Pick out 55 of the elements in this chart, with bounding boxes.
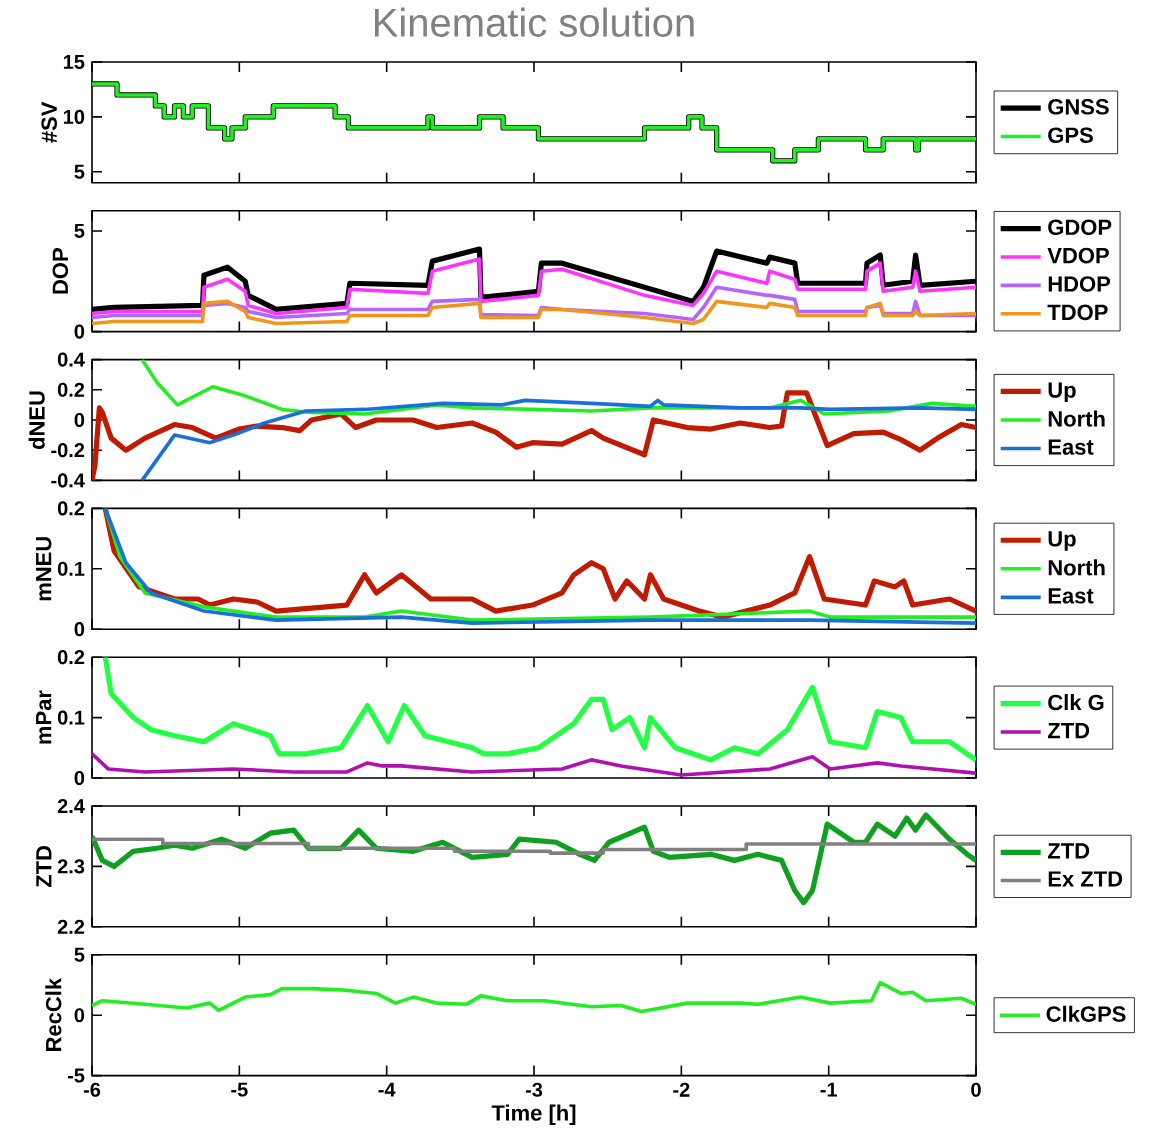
y-tick-label: 0.2 xyxy=(57,650,85,665)
legend-label: East xyxy=(1048,439,1094,455)
x-tick-label: -6 xyxy=(83,1082,101,1097)
y-axis-title: mNEU xyxy=(36,537,52,601)
y-tick-label: 15 xyxy=(63,55,85,69)
y-tick-label: 5 xyxy=(74,947,85,962)
y-tick-label: 0 xyxy=(74,770,85,786)
legend-label: Up xyxy=(1048,382,1076,403)
legend-label: ZTD xyxy=(1047,843,1090,859)
y-tick-label: 0.2 xyxy=(57,382,85,397)
y-axis-title: DOP xyxy=(52,248,69,294)
y-tick-label: 2.4 xyxy=(57,799,85,813)
legend-label: Ex ZTD xyxy=(1048,871,1123,887)
legend-label: ClkGPS xyxy=(1046,1005,1126,1022)
y-tick-label: 0 xyxy=(74,324,85,339)
x-tick-label: -2 xyxy=(673,1082,690,1097)
y-tick-label: 0.2 xyxy=(57,501,85,516)
y-axis-title: ZTD xyxy=(36,845,52,888)
y-tick-label: 10 xyxy=(63,109,85,124)
y-axis-title: dNEU xyxy=(28,391,45,450)
legend-label: Up xyxy=(1048,531,1076,551)
y-tick-label: 0 xyxy=(74,412,85,428)
x-tick-label: -5 xyxy=(231,1082,248,1097)
y-tick-label: 0.1 xyxy=(57,561,85,576)
y-axis-title: #SV xyxy=(41,101,57,143)
legend-label: GPS xyxy=(1048,127,1093,143)
legend-label: TDOP xyxy=(1047,304,1108,321)
legend-label: GNSS xyxy=(1048,99,1109,115)
y-tick-label: -0.2 xyxy=(51,443,85,458)
y-tick-label: 0 xyxy=(74,622,85,637)
legend-label: Clk G xyxy=(1048,694,1104,711)
x-tick-label: 0 xyxy=(971,1082,981,1097)
legend-label: GDOP xyxy=(1048,219,1112,236)
x-tick-label: -4 xyxy=(378,1082,396,1097)
y-tick-label: 0 xyxy=(74,1008,85,1023)
legend-label: North xyxy=(1048,410,1105,427)
legend-label: East xyxy=(1048,588,1094,604)
y-tick-label: 5 xyxy=(74,223,85,238)
y-tick-label: 2.2 xyxy=(57,919,85,934)
y-tick-label: -5 xyxy=(67,1068,85,1083)
x-tick-label: -3 xyxy=(525,1082,543,1097)
x-tick-label: -1 xyxy=(820,1082,838,1097)
y-tick-label: 0.1 xyxy=(57,710,85,725)
legend-label: North xyxy=(1048,559,1105,576)
legend-label: ZTD xyxy=(1047,723,1090,739)
y-axis-title: mPar xyxy=(36,690,52,744)
x-axis-title: Time [h] xyxy=(491,1104,576,1126)
y-tick-label: 5 xyxy=(74,164,85,179)
y-tick-label: -0.4 xyxy=(51,473,85,488)
y-axis-title: RecClk xyxy=(45,977,62,1052)
y-tick-label: 0.4 xyxy=(57,352,85,367)
legend-label: HDOP xyxy=(1048,276,1111,292)
chart-title: Kinematic solution xyxy=(374,7,694,37)
y-tick-label: 2.3 xyxy=(57,859,85,874)
legend-label: VDOP xyxy=(1047,247,1109,264)
